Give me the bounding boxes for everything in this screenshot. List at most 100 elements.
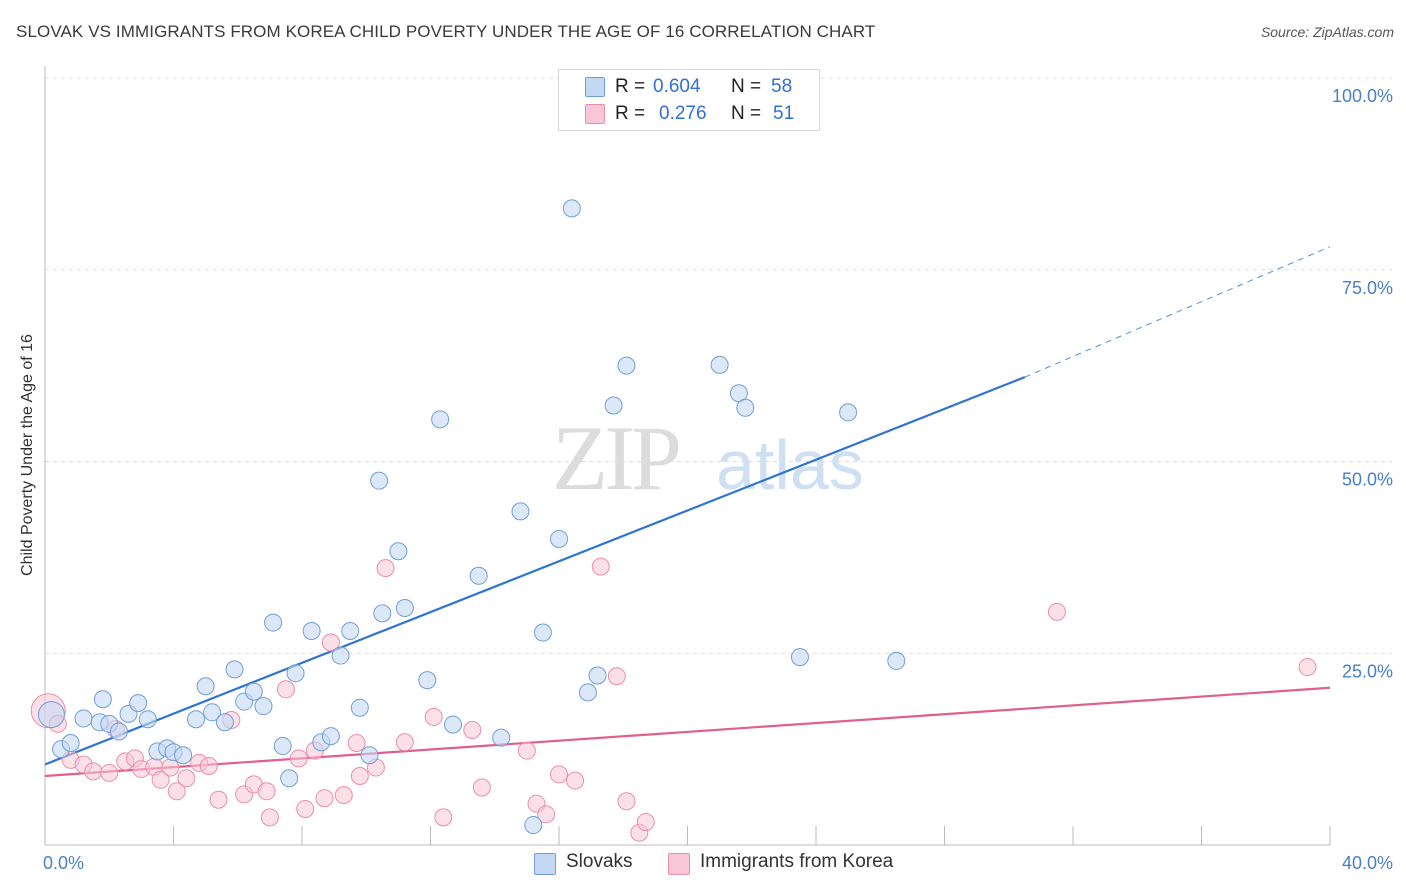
slovak-swatch [534,853,556,875]
korea-trend-line [44,686,1331,778]
korea-point [289,749,308,768]
korea-points [30,557,1317,842]
korea-point [591,557,610,576]
slovak-point [492,728,511,747]
slovak-point [341,622,360,641]
korea-point [334,786,353,805]
source-label: Source: ZipAtlas.com [1260,24,1394,40]
korea-point [550,765,568,784]
slovak-point [93,690,112,709]
korea-point [1047,602,1066,621]
korea-swatch [585,104,605,124]
korea-point [315,789,334,808]
slovak-point [469,566,488,585]
korea-point [100,763,119,782]
slovak-point [264,613,283,632]
slovak-point [254,697,273,716]
korea-point [566,771,585,790]
slovak-point [370,471,389,490]
legend-n-label: N = [731,103,762,124]
slovak-point [244,682,263,701]
korea-point [350,766,369,785]
slovak-point [736,398,755,417]
slovak-point [533,623,552,642]
axes [44,66,1331,846]
slovak-point [203,703,222,722]
slovak-point [321,727,340,746]
korea-point [472,778,491,797]
korea-point [1298,658,1317,677]
y-tick-label: 75.0% [1342,278,1393,298]
legend-r-label: R = [615,103,646,124]
slovak-point [302,622,321,641]
slovak-point [138,710,157,729]
korea-point [161,758,180,777]
korea-point [296,799,315,818]
slovak-point [286,664,305,683]
slovak-point [109,722,128,741]
korea-point [167,782,186,801]
slovak-point [588,666,607,685]
chart-title: SLOVAK VS IMMIGRANTS FROM KOREA CHILD PO… [16,22,876,41]
slovak-points [37,199,906,835]
slovak-point [129,694,148,713]
korea-point [395,733,414,752]
bottom-legend-label: Slovaks [566,851,633,872]
bottom-legend-label: Immigrants from Korea [700,851,894,872]
slovak-point [431,410,450,429]
y-tick-label: 100.0% [1332,86,1393,106]
slovak-point [280,769,299,788]
slovak-point [790,648,809,667]
korea-point [209,790,228,809]
correlation-legend: R = 0.604 N = 58 R = 0.276 N = 51 [558,69,820,131]
korea-point [537,805,556,824]
watermark-zip: ZIP [552,407,679,509]
korea-swatch [668,853,690,875]
y-tick-label: 25.0% [1342,661,1393,681]
korea-point [636,812,655,831]
watermark-atlas: atlas [716,426,864,504]
slovak-trend-line [44,376,1026,766]
legend-n-label: N = [731,76,762,97]
slovak-point [350,698,369,717]
legend-n-value: 58 [771,76,793,97]
korea-point [617,792,636,811]
legend-r-label: R = [615,76,646,97]
korea-point [151,770,170,789]
slovak-swatch [585,77,605,97]
slovak-point [215,713,234,732]
korea-point [517,741,536,760]
slovak-point [37,701,65,729]
slovak-point [578,683,597,702]
legend-n-value: 51 [773,103,795,124]
korea-point [260,808,279,827]
korea-point [177,769,196,788]
slovak-point [511,502,530,521]
korea-point [84,762,103,781]
slovak-trend-extension [1024,246,1331,378]
y-tick-label: 50.0% [1342,470,1393,490]
korea-point [376,559,395,578]
slovak-point [443,715,462,734]
korea-point [434,808,453,827]
slovak-point [273,737,292,756]
slovak-point [186,710,205,729]
slovak-point [562,199,581,218]
korea-point [424,707,443,726]
slovak-point [710,355,729,374]
slovak-point [887,651,906,670]
slovak-point [174,746,193,765]
legend-r-value: 0.604 [653,76,701,97]
korea-point [607,667,626,686]
slovak-point [839,403,858,422]
x-tick-label: 0.0% [43,853,84,873]
korea-point [347,733,366,752]
slovak-point [74,709,93,728]
slovak-point [389,542,408,561]
korea-point [257,782,276,801]
korea-point [199,756,218,775]
slovak-point [225,660,244,679]
slovak-point [196,677,215,696]
slovak-point [524,816,543,835]
